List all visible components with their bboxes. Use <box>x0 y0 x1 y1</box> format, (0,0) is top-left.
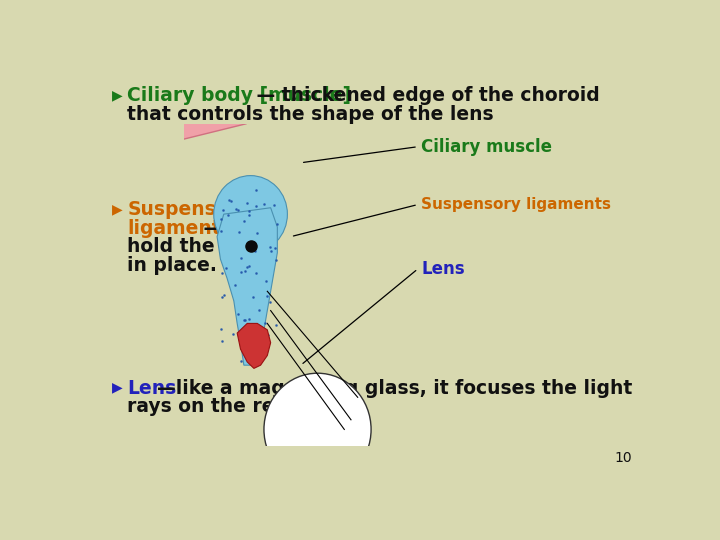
Text: Lens: Lens <box>421 260 465 278</box>
Text: Ciliary muscle: Ciliary muscle <box>421 138 552 156</box>
Text: Suspensory: Suspensory <box>127 200 251 219</box>
Text: — thickened edge of the choroid: — thickened edge of the choroid <box>250 86 599 105</box>
Text: —: — <box>197 219 222 238</box>
Text: Ciliary body [muscle]: Ciliary body [muscle] <box>127 86 351 105</box>
Polygon shape <box>150 0 487 144</box>
Text: ▶: ▶ <box>112 381 122 395</box>
Text: in place.: in place. <box>127 256 217 275</box>
Text: ▶: ▶ <box>112 202 122 216</box>
Text: 10: 10 <box>615 451 632 465</box>
Text: that controls the shape of the lens: that controls the shape of the lens <box>127 105 494 124</box>
Text: Suspensory ligaments: Suspensory ligaments <box>421 197 611 212</box>
Ellipse shape <box>214 176 287 253</box>
Polygon shape <box>267 0 508 116</box>
Text: ligaments: ligaments <box>127 219 232 238</box>
Text: hold the lens: hold the lens <box>127 237 265 256</box>
Polygon shape <box>234 0 500 124</box>
Polygon shape <box>237 323 271 368</box>
Text: —like a magnifying glass, it focuses the light: —like a magnifying glass, it focuses the… <box>157 379 632 398</box>
Polygon shape <box>217 208 277 365</box>
Text: rays on the retina.: rays on the retina. <box>127 397 323 416</box>
Text: Lens: Lens <box>127 379 176 398</box>
Text: ▶: ▶ <box>112 88 122 102</box>
Ellipse shape <box>264 373 371 485</box>
